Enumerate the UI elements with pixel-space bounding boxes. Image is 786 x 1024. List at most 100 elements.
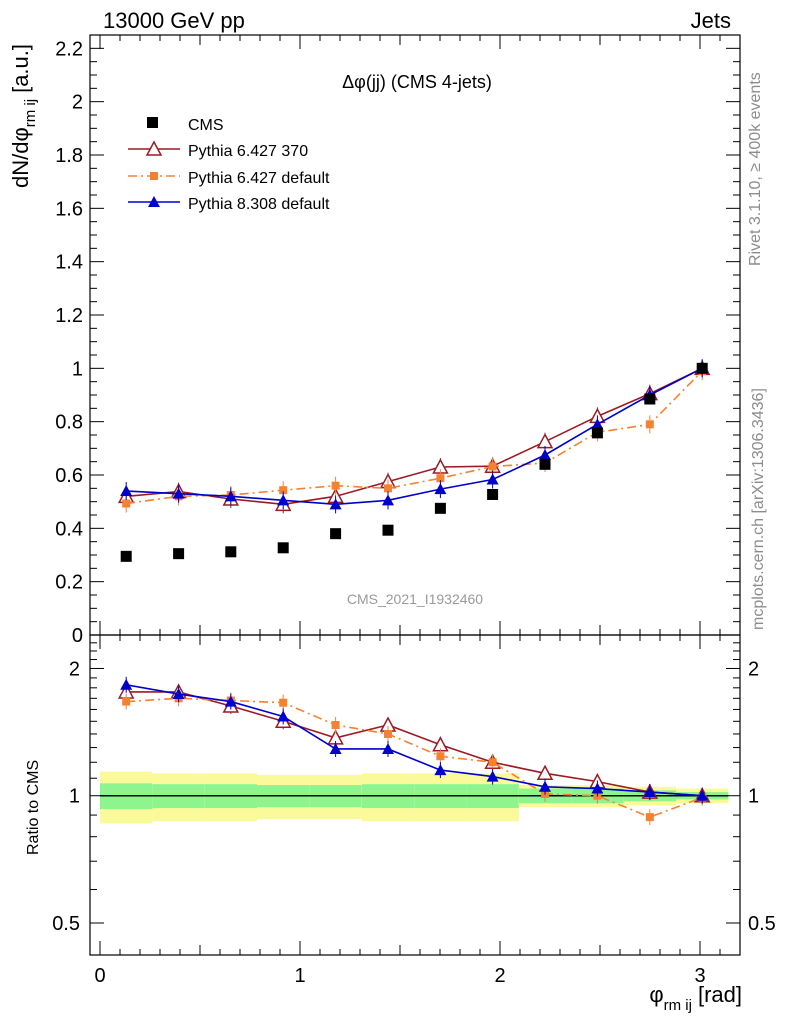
data-point-pythia-8-308-default [120, 485, 133, 496]
series-line-pythia-6-427-370 [126, 367, 703, 506]
ratio-point-pythia-8-308-default [277, 710, 290, 722]
x-tick-label: 3 [694, 965, 705, 987]
data-point-pythia-6-427-370 [536, 433, 554, 449]
y-tick-label: 0.6 [55, 465, 83, 487]
ratio-point-pythia-8-308-default [224, 695, 237, 707]
data-point-pythia-6-427-default [488, 462, 497, 471]
data-point-cms [173, 548, 185, 560]
ratio-data-layer [100, 676, 729, 826]
x-tick-label: 2 [494, 965, 505, 987]
ratio-line-pythia-6-427-370 [126, 691, 703, 797]
ratio-point-pythia-8-308-default [434, 764, 447, 776]
data-point-pythia-6-427-default [331, 481, 340, 490]
legend-label-pythia8-default: Pythia 8.308 default [188, 196, 330, 213]
data-point-pythia-6-427-default [436, 474, 445, 483]
data-point-cms [120, 550, 132, 562]
legend-label-pythia6-370: Pythia 6.427 370 [188, 143, 308, 160]
ratio-y-tick-label-right: 0.5 [748, 913, 776, 935]
legend-marker-pythia8-default [148, 196, 160, 207]
rivet-version-label: Rivet 3.1.10, ≥ 400k events [747, 72, 764, 266]
y-axis-label: dN/dφ [8, 127, 33, 188]
data-point-pythia-8-308-default [591, 418, 604, 430]
data-point-pythia-8-308-default [224, 490, 237, 502]
data-point-pythia-6-427-default [384, 484, 392, 493]
ratio-point-pythia-8-308-default [172, 688, 185, 700]
data-point-pythia-6-427-default [645, 420, 654, 429]
ratio-point-pythia-6-427-default [384, 729, 392, 738]
legend-label-cms: CMS [188, 117, 224, 134]
x-axis-label-subscript: rm ij [664, 997, 692, 1014]
y-tick-label: 1.6 [55, 198, 83, 220]
x-axis-unit: [rad] [698, 982, 742, 1007]
data-point-pythia-8-308-default [486, 473, 499, 485]
data-point-cms [487, 488, 499, 500]
data-point-cms [277, 542, 289, 554]
data-point-pythia-8-308-default [382, 494, 394, 506]
series-line-pythia-6-427-default [126, 370, 703, 505]
ratio-y-tick-label: 1 [69, 786, 80, 808]
y-tick-label: 1.4 [55, 252, 83, 274]
main-panel: 0 0.2 0.4 0.6 0.8 1 1.2 1.4 1.6 1.8 2 2.2 Δφ(jj) (C… [8, 34, 741, 647]
data-point-cms [225, 546, 237, 558]
x-tick-label: 1 [294, 965, 305, 987]
y-tick-label: 1.2 [55, 305, 83, 327]
ratio-y-tick-label-right: 2 [748, 658, 759, 680]
header-energy-label: 13000 GeV pp [103, 8, 245, 33]
main-data-layer [117, 359, 711, 562]
chart-title: Δφ(jj) (CMS 4-jets) [342, 72, 492, 92]
ratio-y-tick-label: 2 [69, 658, 80, 680]
data-point-pythia-8-308-default [172, 487, 185, 499]
ratio-point-pythia-8-308-default [329, 742, 342, 754]
ratio-panel: 0.5 0.5 1 1 2 2 0 1 2 3 Ratio to CMS [25, 634, 776, 987]
x-tick-label: 0 [94, 965, 105, 987]
data-point-cms [330, 528, 342, 540]
ratio-point-pythia-8-308-default [643, 786, 656, 798]
ratio-line-pythia-8-308-default [126, 683, 703, 797]
ratio-point-pythia-6-427-default [122, 697, 131, 706]
y-axis-unit: [a.u.] [8, 44, 33, 93]
ratio-point-pythia-8-308-default [120, 678, 133, 690]
ratio-point-pythia-6-427-default [645, 813, 654, 822]
ratio-point-pythia-6-427-default [331, 720, 340, 729]
ratio-y-axis: 0.5 0.5 1 1 2 2 [52, 642, 776, 935]
data-point-cms [591, 427, 603, 439]
y-tick-label: 2.2 [55, 38, 83, 60]
y-tick-label: 0.2 [55, 572, 83, 594]
ratio-point-pythia-6-427-default [488, 758, 497, 767]
main-x-ticks [99, 35, 721, 635]
ratio-y-tick-label: 0.5 [52, 913, 80, 935]
ratio-point-pythia-8-308-default [591, 782, 604, 794]
x-axis-label: φ [649, 982, 663, 1007]
y-tick-label: 0 [72, 625, 83, 647]
data-point-pythia-8-308-default [539, 449, 551, 460]
data-point-pythia-6-427-default [122, 499, 131, 508]
header-process-label: Jets [691, 8, 731, 33]
y-axis-title: dN/dφrm ij [a.u.] [8, 44, 39, 188]
data-point-pythia-8-308-default [329, 498, 342, 510]
ratio-y-axis-label: Ratio to CMS [25, 760, 42, 855]
legend: CMS Pythia 6.427 370 Pythia 6.427 defaul… [128, 117, 330, 213]
legend-marker-cms [147, 117, 158, 128]
data-point-cms [539, 458, 551, 470]
ratio-point-pythia-8-308-default [486, 770, 499, 782]
mcplots-label: mcplots.cern.ch [arXiv:1306.3436] [750, 388, 767, 630]
ratio-point-pythia-6-427-default [436, 752, 445, 761]
data-point-pythia-6-427-default [279, 486, 288, 495]
data-point-cms [696, 362, 708, 374]
data-point-cms [434, 502, 446, 514]
data-point-pythia-8-308-default [277, 494, 290, 506]
y-tick-label: 1.8 [55, 145, 83, 167]
data-point-cms [644, 393, 656, 405]
ratio-point-pythia-8-308-default [539, 780, 551, 792]
ratio-x-axis: 0 1 2 3 [94, 635, 721, 987]
series-line-pythia-8-308-default [126, 367, 703, 506]
y-tick-label: 0.4 [55, 518, 83, 540]
ratio-point-pythia-8-308-default [382, 742, 394, 754]
ratio-frame [89, 634, 741, 956]
legend-marker-pythia6-370 [145, 140, 163, 156]
data-point-pythia-8-308-default [434, 483, 447, 495]
data-point-cms [382, 524, 394, 536]
ratio-point-pythia-6-427-default [279, 698, 288, 707]
y-tick-label: 1 [72, 358, 83, 380]
